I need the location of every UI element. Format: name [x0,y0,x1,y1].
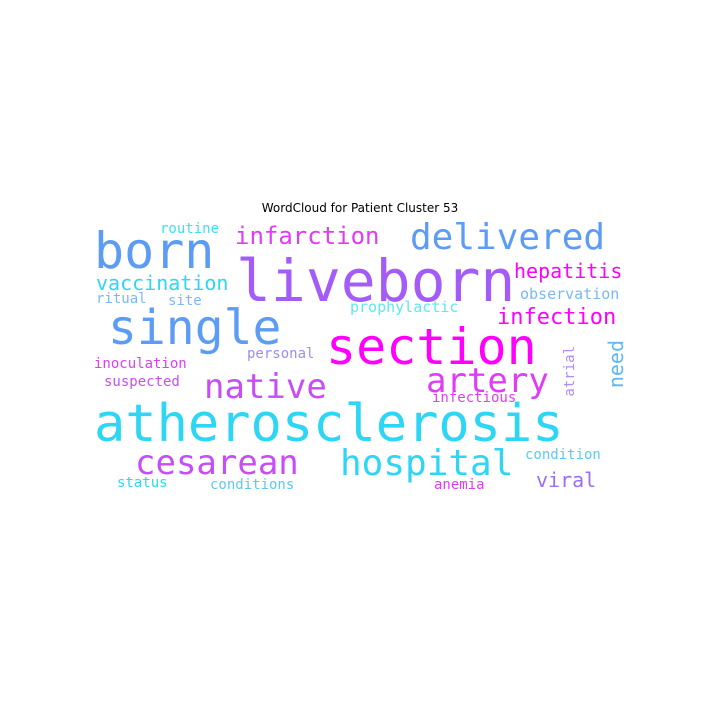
word-delivered: delivered [410,217,606,258]
word-personal: personal [247,346,315,362]
word-need: need [604,340,628,389]
word-hepatitis: hepatitis [514,259,623,283]
word-liveborn: liveborn [236,247,516,315]
word-routine: routine [160,221,220,237]
word-condition: condition [525,447,601,463]
word-infectious: infectious [432,390,517,406]
word-native: native [204,367,327,407]
word-observation: observation [520,285,620,303]
chart-title: WordCloud for Patient Cluster 53 [261,201,459,215]
word-suspected: suspected [104,374,180,390]
word-atrial: atrial [562,346,578,397]
word-infection: infection [497,305,617,330]
word-ritual: ritual [96,291,147,307]
word-artery: artery [426,361,549,401]
word-cesarean: cesarean [135,443,299,483]
word-anemia: anemia [434,477,485,493]
word-conditions: conditions [210,477,295,493]
word-vaccination: vaccination [96,271,229,295]
word-status: status [117,475,168,491]
word-hospital: hospital [340,443,514,484]
word-atherosclerosis: atherosclerosis [94,394,564,454]
word-infarction: infarction [235,222,380,250]
word-site: site [168,293,202,309]
word-prophylactic: prophylactic [350,298,459,316]
word-single: single [108,300,282,356]
word-section: section [326,318,537,376]
word-viral: viral [536,468,597,492]
word-born: born [94,222,215,280]
word-inoculation: inoculation [94,356,187,372]
